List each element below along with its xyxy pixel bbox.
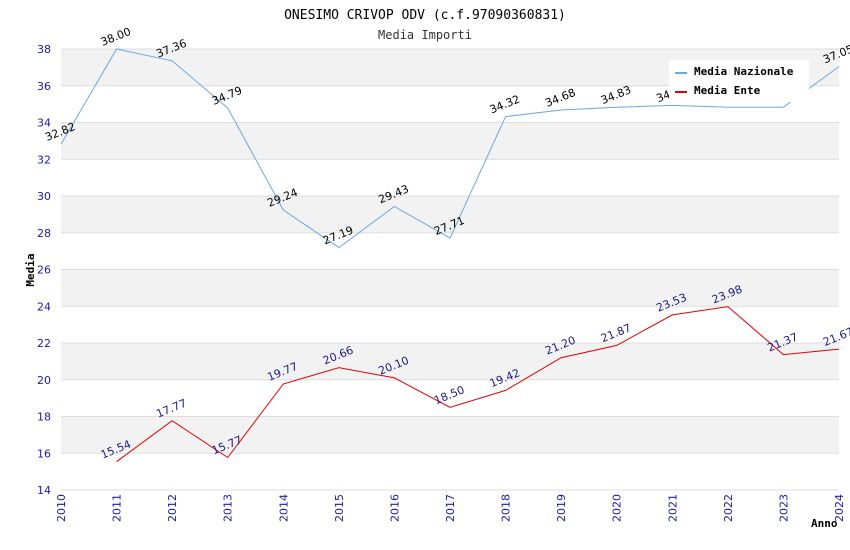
series-line-nazionale	[60, 48, 840, 249]
y-tick-label: 32	[37, 153, 51, 166]
x-axis: 2010 2011 2012 2013 2014 2015 2016 2017 2018 2019…	[55, 494, 846, 522]
series-line-ente	[116, 306, 840, 463]
x-axis-title: Anno	[811, 517, 838, 530]
plot-band	[61, 232, 839, 270]
y-tick-label: 38	[37, 43, 51, 56]
y-tick-label: 20	[37, 374, 51, 387]
x-tick-label: 2017	[444, 494, 457, 522]
plot-band	[61, 196, 839, 233]
data-label: 38.00	[99, 25, 133, 49]
x-tick-label: 2024	[833, 494, 846, 522]
x-tick-label: 2018	[500, 494, 513, 522]
legend-label-nazionale: Media Nazionale	[694, 65, 794, 78]
x-tick-label: 2014	[277, 494, 290, 522]
x-tick-label: 2019	[555, 494, 568, 522]
y-tick-label: 18	[37, 411, 51, 424]
legend-box	[669, 60, 809, 102]
plot-band	[61, 379, 839, 417]
y-tick-label: 14	[37, 484, 51, 497]
x-tick-label: 2020	[611, 494, 624, 522]
y-tick-label: 30	[37, 190, 51, 203]
plot-band	[61, 343, 839, 380]
plot-band	[61, 453, 839, 490]
plot-band	[61, 159, 839, 196]
gridlines	[61, 48, 839, 491]
x-tick-label: 2011	[111, 494, 124, 522]
y-tick-label: 22	[37, 337, 51, 350]
x-tick-label: 2013	[222, 494, 235, 522]
y-tick-label: 16	[37, 447, 51, 460]
x-tick-label: 2021	[666, 494, 679, 522]
x-tick-label: 2010	[55, 494, 68, 522]
plot-band	[61, 306, 839, 343]
x-tick-label: 2022	[722, 494, 735, 522]
y-tick-label: 24	[37, 300, 51, 313]
chart-subtitle: Media Importi	[378, 28, 472, 42]
y-tick-label: 26	[37, 264, 51, 277]
plot-band	[61, 122, 839, 160]
x-tick-label: 2015	[333, 494, 346, 522]
series-lines	[60, 48, 840, 463]
y-axis-title: Media	[24, 253, 37, 286]
legend: Media Nazionale Media Ente	[669, 60, 809, 102]
y-axis: 14 16 18 20 22 24 26 28 30 32 34 36 38	[37, 43, 51, 497]
plot-band	[61, 269, 839, 307]
y-tick-label: 34	[37, 117, 51, 130]
y-tick-label: 36	[37, 80, 51, 93]
data-label: 34	[655, 88, 673, 105]
chart-title: ONESIMO CRIVOP ODV (c.f.97090360831)	[284, 8, 566, 23]
plot-background	[61, 49, 839, 490]
x-tick-label: 2012	[166, 494, 179, 522]
x-tick-label: 2016	[388, 494, 401, 522]
x-tick-label: 2023	[777, 494, 790, 522]
plot-band	[61, 416, 839, 454]
legend-label-ente: Media Ente	[694, 84, 761, 97]
y-tick-label: 28	[37, 227, 51, 240]
